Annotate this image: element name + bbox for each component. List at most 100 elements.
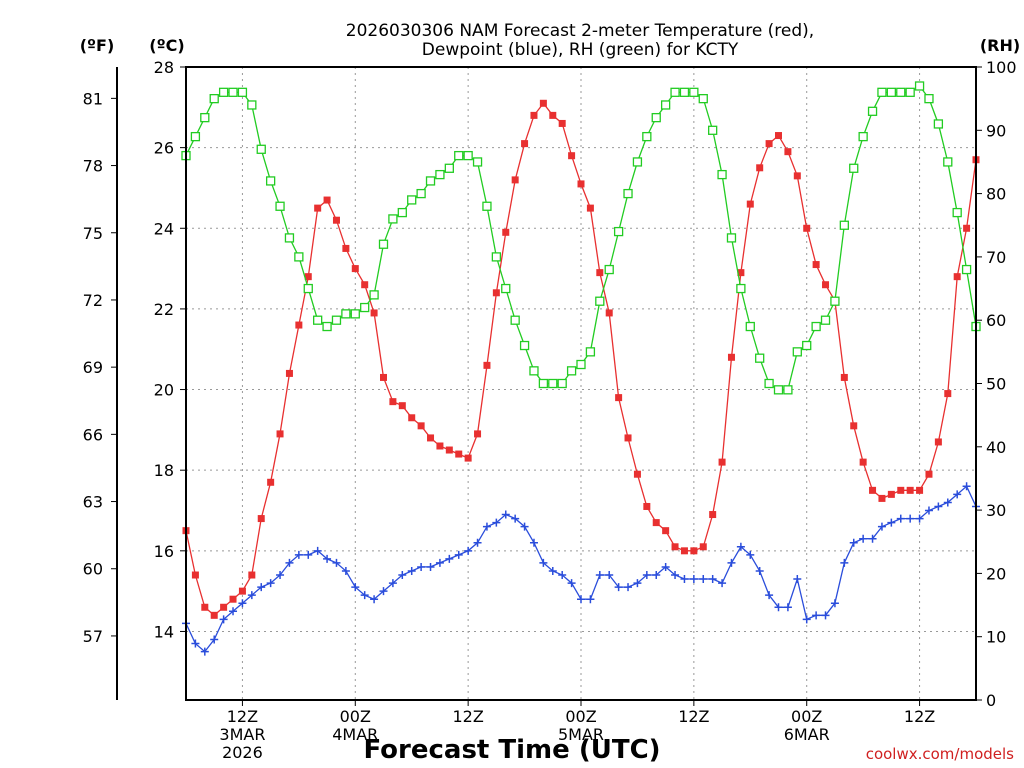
data-point [332,558,341,567]
data-point [285,369,293,377]
data-point [558,571,567,580]
data-point [792,347,802,357]
data-point [662,527,670,535]
data-point [265,176,276,186]
data-point [924,506,933,515]
data-point [849,538,858,547]
data-point [474,430,482,438]
data-point [943,157,953,167]
data-point [595,571,604,580]
data-point [351,265,359,273]
data-point [463,150,473,161]
data-point [830,296,840,306]
time-tick-label: 6MAR [784,725,830,744]
data-point [962,482,971,491]
data-point [539,99,547,107]
data-point [379,587,388,596]
data-point [398,402,406,410]
data-point [849,163,859,173]
time-tick-label: 5MAR [558,725,604,744]
celsius-tick-label: 14 [154,622,174,641]
data-point [615,394,623,402]
chart-title-line-1: 2026030306 NAM Forecast 2-meter Temperat… [346,21,814,41]
watermark: coolwx.com/models [866,745,1014,763]
rh-tick-label: 0 [986,691,996,710]
data-point [482,522,491,531]
data-point [867,106,878,116]
data-point [783,385,793,395]
data-point [566,366,577,376]
data-point [511,514,520,523]
data-point [802,615,811,624]
data-point [557,378,567,389]
data-point [652,571,661,580]
data-point [877,87,887,97]
data-point [284,233,295,243]
data-point [933,119,944,129]
celsius-unit-label: (ºC) [149,36,184,55]
data-point [341,566,350,575]
data-point [294,550,303,559]
data-point [218,87,229,97]
data-point [417,422,425,430]
data-point [774,603,783,612]
data-point [314,204,322,212]
data-point [445,446,453,454]
data-point [200,112,210,123]
data-point [906,486,914,494]
data-point [624,583,633,592]
time-tick-label: 12Z [678,707,709,726]
data-point [595,296,605,306]
time-tick-label: 12Z [904,707,935,726]
plot-frame [185,66,977,701]
data-point [229,595,237,603]
data-point [755,353,765,363]
data-point [511,176,519,184]
series-dewpoint [182,482,980,656]
data-point [764,378,774,389]
data-point [953,273,961,281]
rh-tick-label: 10 [986,628,1006,647]
data-point [445,554,454,563]
data-point [812,261,820,269]
data-point [736,283,746,294]
data-point [191,639,200,648]
data-point [726,233,737,243]
data-point [586,595,595,604]
data-point [897,486,905,494]
data-point [699,543,707,551]
data-point [210,635,219,644]
data-point [717,169,727,180]
data-point [822,281,830,289]
data-point [784,148,792,156]
data-point [869,486,877,494]
data-point [276,430,284,438]
data-point [793,172,801,180]
data-point [304,273,312,281]
data-point [378,239,389,249]
data-point [934,502,943,511]
data-point [745,321,755,332]
axes [111,66,982,706]
data-point [642,571,651,580]
rh-tick-label: 100 [986,58,1017,77]
data-point [840,373,848,381]
data-point [398,571,407,580]
data-point [510,315,520,325]
data-point [568,152,576,160]
data-point [886,87,897,97]
data-point [472,157,483,167]
data-point [953,490,962,499]
data-point [887,490,895,498]
data-point [736,542,745,551]
data-point [380,373,387,381]
data-point [934,438,942,446]
data-point [360,302,370,313]
data-point [756,164,764,172]
data-point [388,579,397,588]
data-point [596,269,604,277]
celsius-tick-label: 26 [154,139,174,158]
fahrenheit-tick-label: 57 [83,627,103,646]
data-point [209,94,219,104]
data-point [267,478,275,486]
